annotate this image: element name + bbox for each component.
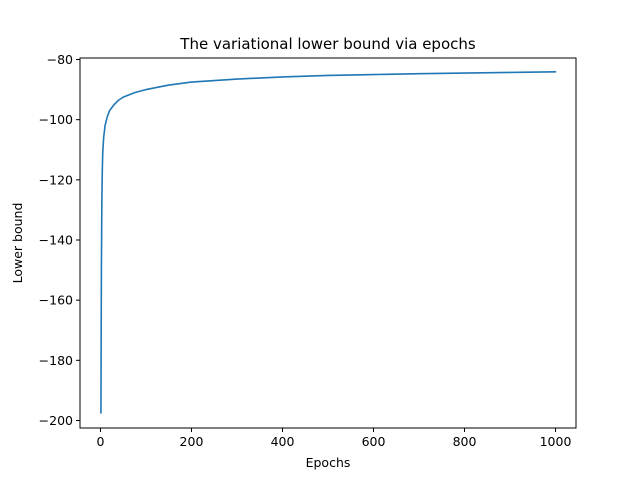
x-tick-label: 800 (453, 434, 477, 449)
y-tick-label: −100 (39, 112, 73, 127)
chart-title: The variational lower bound via epochs (179, 35, 476, 53)
axes-frame (79, 57, 577, 429)
series-line (100, 71, 557, 414)
x-tick-label: 600 (362, 434, 386, 449)
y-tick-label: −120 (39, 172, 73, 187)
y-tick-label: −140 (39, 232, 73, 247)
y-tick-label: −160 (39, 293, 73, 308)
x-tick-label: 0 (97, 434, 105, 449)
x-tick-label: 200 (180, 434, 204, 449)
x-tick-label: 400 (271, 434, 295, 449)
y-tick-label: −80 (47, 52, 73, 67)
y-tick-label: −200 (39, 413, 73, 428)
y-tick-label: −180 (39, 353, 73, 368)
x-axis-ticks: 0 200 400 600 800 1000 (97, 428, 572, 449)
y-axis-label: Lower bound (10, 203, 25, 284)
y-axis-ticks: −200 −180 −160 −140 −120 −100 −80 (39, 52, 80, 428)
plot-area (79, 57, 577, 429)
x-axis-label: Epochs (306, 455, 351, 470)
x-tick-label: 1000 (540, 434, 572, 449)
series-layer (100, 71, 557, 414)
